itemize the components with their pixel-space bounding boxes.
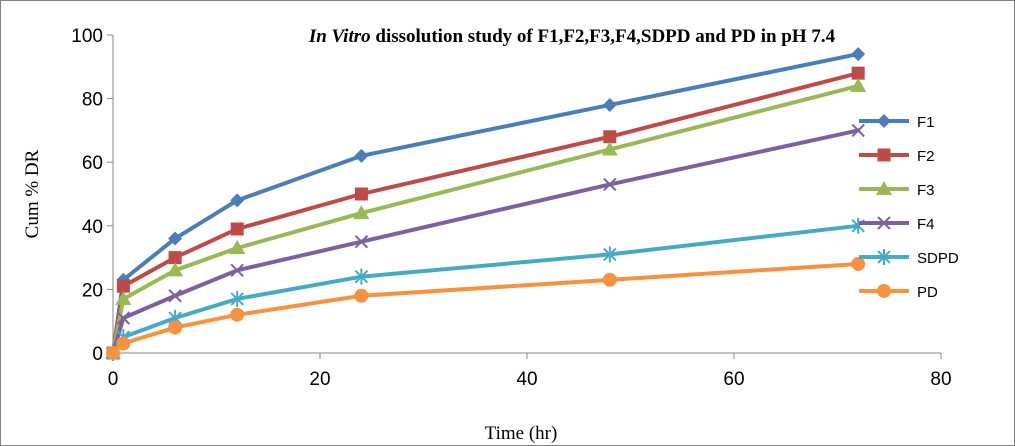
series-pd	[106, 256, 866, 360]
data-point-f1	[602, 97, 617, 112]
data-point-f3	[850, 77, 867, 92]
data-point-f1	[230, 193, 245, 208]
data-point-f1	[168, 231, 183, 246]
data-point-f2	[168, 251, 182, 265]
legend-item-f3: F3	[859, 181, 935, 199]
data-point-f2	[116, 279, 130, 293]
legend-marker-f1	[877, 114, 891, 128]
data-point-f4	[116, 311, 131, 325]
data-point-f4	[230, 263, 244, 278]
y-tick-label: 20	[82, 280, 103, 301]
x-tick-label: 0	[108, 369, 119, 390]
series-line-f3	[111, 83, 861, 355]
y-tick-label: 100	[71, 26, 103, 47]
data-point-f3	[353, 205, 370, 220]
legend-label-f1: F1	[917, 114, 935, 131]
y-tick-label: 80	[82, 90, 103, 111]
data-point-pd	[106, 346, 120, 360]
legend-marker-sdpd	[877, 249, 891, 265]
y-tick-label: 60	[82, 153, 103, 174]
data-point-f2	[230, 222, 244, 236]
data-point-f3	[229, 240, 246, 255]
legend: F1 F2 F3 F4 SDPD PD	[859, 114, 959, 301]
legend-label-sdpd: SDPD	[917, 250, 959, 267]
data-point-pd	[168, 320, 183, 335]
legend-label-f3: F3	[917, 182, 935, 199]
data-point-f4	[603, 177, 617, 192]
legend-item-f2: F2	[859, 148, 935, 165]
data-point-f2	[851, 66, 865, 80]
series-f1	[106, 47, 866, 360]
y-axis-ticks: 0 20 40 60 80 100	[71, 26, 113, 365]
data-point-f4	[851, 123, 865, 138]
legend-marker-f4	[877, 216, 891, 230]
data-point-f3	[115, 290, 132, 305]
legend-item-f4: F4	[859, 216, 935, 233]
data-point-pd	[230, 307, 245, 322]
series-f4	[106, 123, 865, 360]
series-layer	[105, 47, 867, 361]
legend-marker-pd	[877, 284, 891, 298]
x-tick-label: 80	[930, 369, 951, 390]
y-tick-label: 40	[82, 217, 103, 238]
data-point-sdpd	[354, 268, 369, 285]
data-point-sdpd	[230, 290, 244, 307]
data-point-f3	[601, 141, 618, 156]
x-tick-label: 60	[723, 369, 744, 390]
data-point-f1	[851, 47, 866, 62]
data-point-pd	[354, 288, 369, 303]
x-tick-label: 20	[309, 369, 330, 390]
y-tick-label: 0	[92, 344, 103, 365]
data-point-f4	[168, 289, 182, 303]
legend-label-pd: PD	[917, 284, 938, 301]
data-point-f2	[354, 187, 368, 201]
data-point-pd	[116, 336, 131, 351]
series-line-f1	[111, 52, 861, 355]
data-point-pd	[602, 272, 617, 287]
legend-label-f2: F2	[917, 148, 935, 165]
data-point-f1	[354, 148, 369, 163]
y-axis-label: Cum % DR	[22, 149, 43, 238]
chart-title: In Vitro dissolution study of F1,F2,F3,F…	[308, 26, 836, 47]
data-point-f4	[354, 234, 369, 249]
data-point-sdpd	[603, 246, 617, 263]
legend-item-pd: PD	[859, 284, 938, 301]
legend-label-f4: F4	[917, 216, 935, 233]
chart-title-italic: In Vitro	[308, 26, 371, 47]
data-point-pd	[851, 256, 866, 271]
x-axis-label: Time (hr)	[485, 423, 558, 444]
x-tick-label: 40	[516, 369, 537, 390]
legend-marker-f3	[876, 181, 892, 195]
chart-title-rest: dissolution study of F1,F2,F3,F4,SDPD an…	[371, 26, 836, 47]
series-f2	[106, 66, 865, 360]
legend-item-sdpd: SDPD	[859, 249, 959, 267]
data-point-f3	[167, 262, 184, 277]
legend-item-f1: F1	[859, 114, 935, 131]
data-point-f2	[603, 130, 617, 144]
x-axis-ticks: 0 20 40 60 80	[108, 353, 952, 390]
legend-marker-f2	[877, 148, 891, 162]
